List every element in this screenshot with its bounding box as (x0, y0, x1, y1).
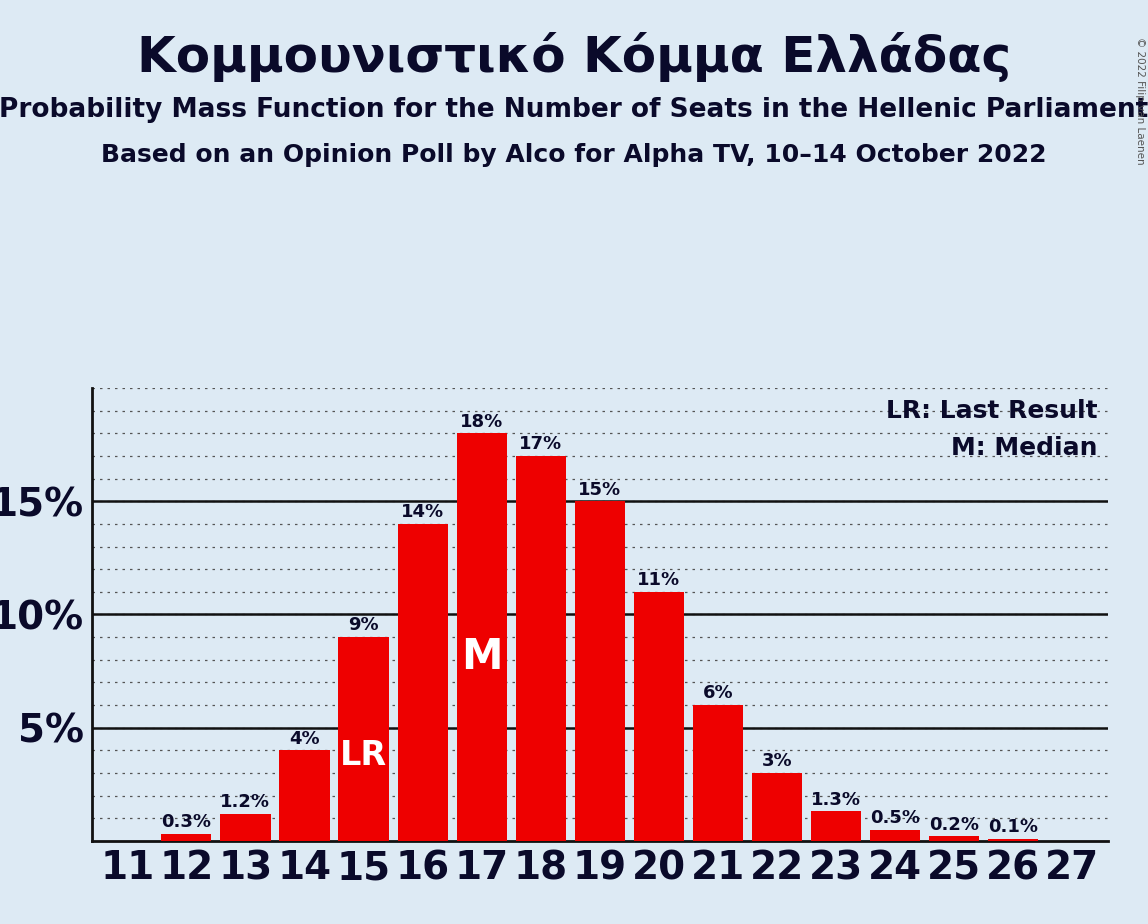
Bar (397, 524, 448, 841)
Text: M: M (461, 637, 503, 678)
Text: 4%: 4% (289, 730, 320, 748)
Text: Κομμουνιστικό Κόμμα Ελλάδας: Κομμουνιστικό Κόμμα Ελλάδας (137, 32, 1011, 82)
Text: 0.1%: 0.1% (988, 818, 1038, 836)
Bar (279, 750, 329, 841)
Bar (810, 811, 861, 841)
Bar (220, 814, 271, 841)
Bar (870, 830, 921, 841)
Bar (457, 433, 506, 841)
Text: 0.5%: 0.5% (870, 808, 921, 827)
Bar (988, 839, 1039, 841)
Text: 14%: 14% (401, 504, 444, 521)
Text: © 2022 Filip van Laenen: © 2022 Filip van Laenen (1134, 37, 1145, 164)
Text: 18%: 18% (460, 413, 503, 431)
Text: 1.3%: 1.3% (812, 791, 861, 808)
Text: M: Median: M: Median (952, 435, 1097, 459)
Bar (693, 705, 743, 841)
Text: LR: LR (340, 739, 387, 772)
Bar (161, 834, 211, 841)
Bar (339, 638, 389, 841)
Text: 3%: 3% (762, 752, 792, 771)
Text: LR: Last Result: LR: Last Result (886, 399, 1097, 423)
Text: 0.2%: 0.2% (929, 816, 979, 833)
Text: 1.2%: 1.2% (220, 793, 271, 811)
Text: 9%: 9% (348, 616, 379, 635)
Text: 15%: 15% (579, 480, 621, 499)
Bar (752, 772, 802, 841)
Bar (929, 836, 979, 841)
Bar (575, 501, 625, 841)
Text: Probability Mass Function for the Number of Seats in the Hellenic Parliament: Probability Mass Function for the Number… (0, 97, 1148, 123)
Bar (634, 592, 684, 841)
Text: 11%: 11% (637, 571, 681, 590)
Text: 0.3%: 0.3% (162, 813, 211, 832)
Bar (515, 456, 566, 841)
Text: Based on an Opinion Poll by Alco for Alpha TV, 10–14 October 2022: Based on an Opinion Poll by Alco for Alp… (101, 143, 1047, 167)
Text: 6%: 6% (703, 685, 734, 702)
Text: 17%: 17% (519, 435, 563, 454)
